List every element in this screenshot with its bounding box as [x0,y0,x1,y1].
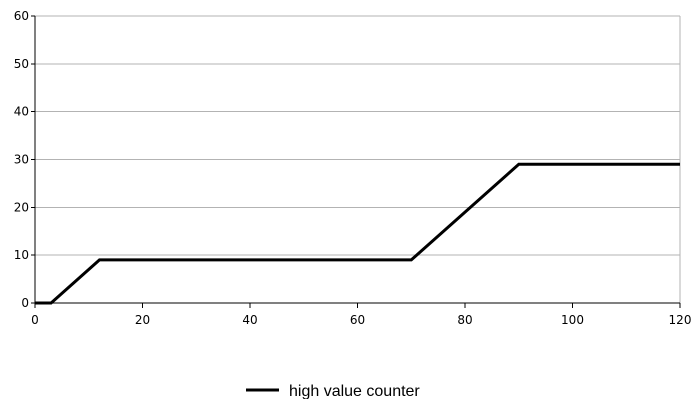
x-tick-label: 20 [135,313,150,327]
y-tick-label: 60 [14,9,29,23]
legend-label: high value counter [289,383,420,399]
x-axis-ticks: 0 20 40 60 80 100 120 [31,303,691,327]
y-axis-ticks: 0 10 20 30 40 50 60 [14,9,35,310]
x-tick-label: 120 [669,313,692,327]
x-tick-label: 60 [350,313,365,327]
series-line-0 [35,162,680,305]
y-tick-label: 20 [14,200,29,214]
series-lines [35,162,680,305]
x-tick-label: 40 [242,313,257,327]
y-tick-label: 30 [14,153,29,167]
legend: high value counter [246,383,420,399]
y-tick-label: 10 [14,248,29,262]
y-tick-label: 0 [21,296,29,310]
y-tick-label: 40 [14,105,29,119]
x-tick-label: 100 [561,313,584,327]
grid-lines [35,15,681,304]
y-tick-label: 50 [14,57,29,71]
x-tick-label: 0 [31,313,39,327]
x-tick-label: 80 [457,313,472,327]
